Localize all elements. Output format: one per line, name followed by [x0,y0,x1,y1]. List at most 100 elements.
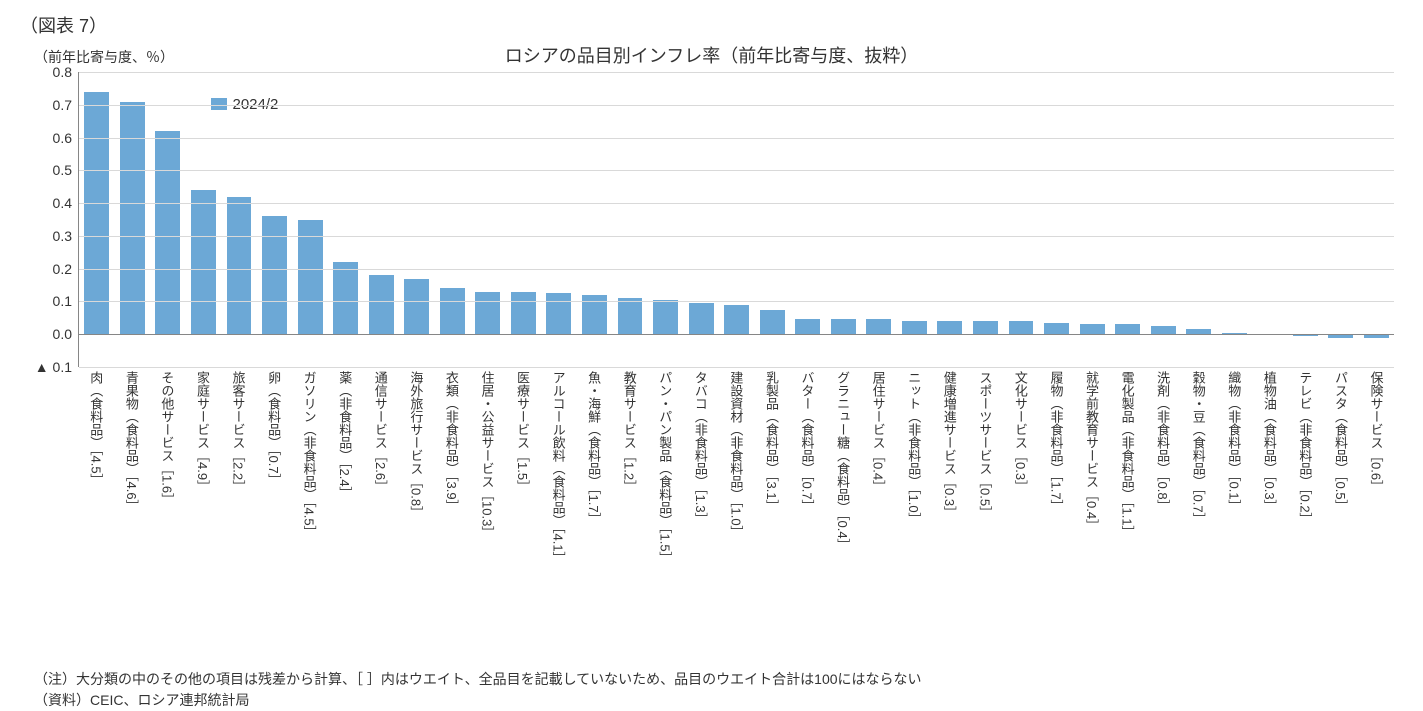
bar-slot [1217,72,1253,367]
plot-area: 2024/2 [78,72,1394,367]
x-axis-label: スポーツサービス［0.5］ [967,371,1003,661]
bar [653,300,678,334]
bar [724,305,749,335]
y-tick-label: 0.0 [53,326,72,342]
x-axis-label: 文化サービス［0.3］ [1003,371,1039,661]
bar-slot [1145,72,1181,367]
gridline [79,105,1394,106]
x-axis-label: 魚・海鮮（食料品）［1.7］ [576,371,612,661]
bar-slot [648,72,684,367]
gridline [79,203,1394,204]
y-tick-label: 0.6 [53,130,72,146]
x-axis-label: バター（食料品）［0.7］ [789,371,825,661]
gridline [79,367,1394,368]
bar-slot [1003,72,1039,367]
bar [404,279,429,335]
y-tick-label: 0.5 [53,162,72,178]
bar [84,92,109,335]
bar-slot [825,72,861,367]
bar-slot [1110,72,1146,367]
bar-slot [968,72,1004,367]
bar-slot [1323,72,1359,367]
bar [333,262,358,334]
bar-slot [861,72,897,367]
bar [1080,324,1105,334]
bar [1115,324,1140,334]
bar-slot [754,72,790,367]
x-axis-label: 青果物（食料品）［4.6］ [114,371,150,661]
bar-slot [577,72,613,367]
bar-slot [221,72,257,367]
bar-slot [1039,72,1075,367]
bar [475,292,500,335]
x-axis-label: 織物（非食料品）［0.1］ [1216,371,1252,661]
x-axis-label: 乳製品（食料品）［3.1］ [754,371,790,661]
bar-slot [683,72,719,367]
bar [546,293,571,334]
x-axis-label: 穀物・豆（食料品）［0.7］ [1180,371,1216,661]
bar [511,292,536,335]
chart-title: ロシアの品目別インフレ率（前年比寄与度、抜粋） [200,42,1223,68]
zero-line [79,334,1394,335]
x-axis-label: 建設資材（非食料品）［1.0］ [718,371,754,661]
x-axis-label: パスタ（食料品）［0.5］ [1323,371,1359,661]
x-axis-label: グラニュー糖（食料品）［0.4］ [825,371,861,661]
gridline [79,236,1394,237]
y-tick-label: 0.7 [53,97,72,113]
bar [369,275,394,334]
bar-slot [719,72,755,367]
y-tick-label: 0.4 [53,195,72,211]
bar-slot [434,72,470,367]
bar-slot [79,72,115,367]
x-axis-label: 電化製品（非食料品）［1.1］ [1109,371,1145,661]
bar [831,319,856,334]
bar-slot [257,72,293,367]
bar-slot [186,72,222,367]
bar-slot [541,72,577,367]
bar [440,288,465,334]
bar-slot [115,72,151,367]
x-axis-label: 衣類（非食料品）［3.9］ [434,371,470,661]
gridline [79,301,1394,302]
x-axis-label: 洗剤（非食料品）［0.8］ [1145,371,1181,661]
bar [262,216,287,334]
x-axis-label: 通信サービス［2.6］ [363,371,399,661]
chart-area: 0.80.70.60.50.40.30.20.10.0▲ 0.1 2024/2 [34,72,1394,367]
x-axis-label: 海外旅行サービス［0.8］ [398,371,434,661]
y-tick-label: 0.3 [53,228,72,244]
y-tick-label: ▲ 0.1 [35,359,72,375]
bar [618,298,643,334]
bar [1009,321,1034,334]
bar-slot [292,72,328,367]
bar [191,190,216,334]
x-axis-label: テレビ（非食料品）［0.2］ [1287,371,1323,661]
bar-slot [150,72,186,367]
bar [973,321,998,334]
bar [689,303,714,334]
x-axis-label: 旅客サービス［2.2］ [220,371,256,661]
x-axis-label: ニット（非食料品）［1.0］ [896,371,932,661]
bar-slot [1359,72,1395,367]
bar [227,197,252,335]
bar-slot [612,72,648,367]
x-axis-label: 就学前教育サービス［0.4］ [1074,371,1110,661]
y-tick-label: 0.8 [53,64,72,80]
gridline [79,72,1394,73]
footnote-line: （注）大分類の中のその他の項目は残差から計算、［ ］内はウエイト、全品目を記載し… [34,669,1403,690]
bar [155,131,180,334]
bar [866,319,891,334]
footnote-line: （資料）CEIC、ロシア連邦統計局 [34,690,1403,711]
bar-slot [399,72,435,367]
footnotes: （注）大分類の中のその他の項目は残差から計算、［ ］内はウエイト、全品目を記載し… [34,669,1403,711]
bar-slot [506,72,542,367]
y-axis: 0.80.70.60.50.40.30.20.10.0▲ 0.1 [34,72,78,367]
chart-wrapper: 0.80.70.60.50.40.30.20.10.0▲ 0.1 2024/2 … [34,72,1394,661]
header-row: （前年比寄与度、％） ロシアの品目別インフレ率（前年比寄与度、抜粋） [20,42,1403,68]
gridline [79,138,1394,139]
figure-label: （図表 7） [20,12,1403,38]
bar [795,319,820,334]
bar [902,321,927,334]
bar-slot [1181,72,1217,367]
bar [760,310,785,335]
x-axis-label: 保険サービス［0.6］ [1358,371,1394,661]
